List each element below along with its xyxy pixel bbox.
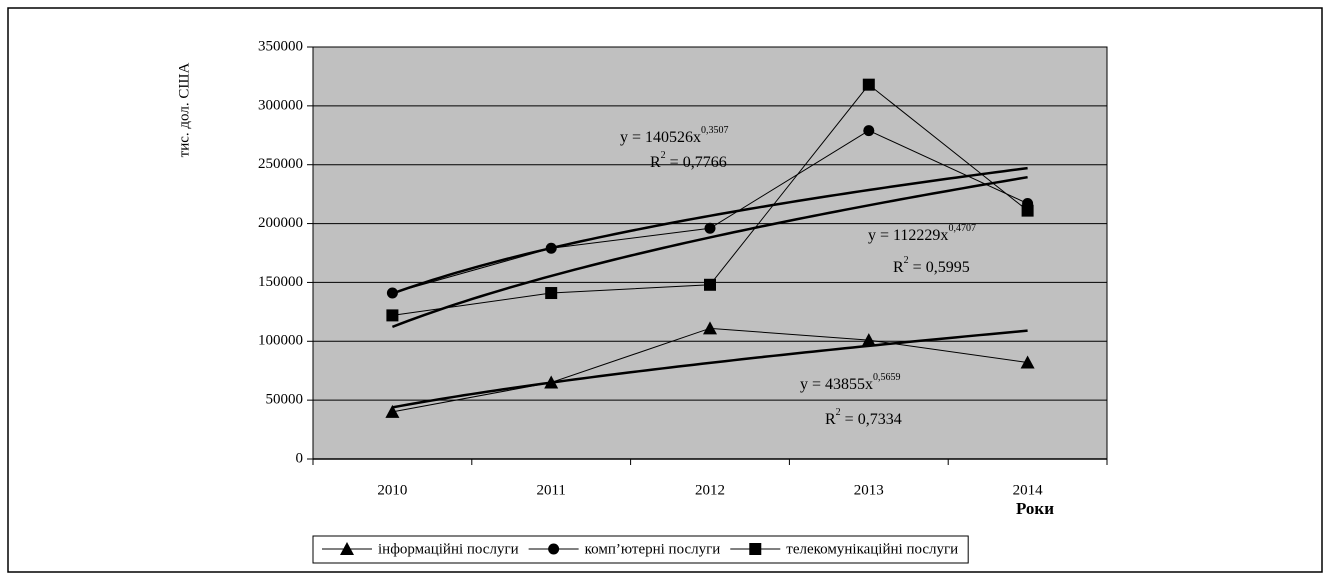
- equation-exponent: 0,3507: [701, 125, 729, 136]
- marker: [862, 78, 875, 91]
- trend-equation: y = 112229x0,4707: [868, 223, 976, 243]
- legend-label: інформаційні послуги: [378, 541, 519, 557]
- marker: [545, 287, 558, 300]
- legend: інформаційні послуги комп’ютерні послуги т…: [312, 535, 969, 564]
- marker: [861, 333, 876, 347]
- y-tick-label: 350000: [258, 38, 303, 54]
- r-letter: R: [893, 259, 904, 276]
- y-tick-label: 300000: [258, 97, 303, 113]
- marker: [386, 309, 399, 322]
- trendline: [391, 166, 1028, 295]
- marker: [749, 543, 762, 555]
- y-axis-label: тис. дол. США: [176, 63, 192, 158]
- trend-equation: y = 140526x0,3507: [620, 125, 729, 145]
- marker: [704, 222, 716, 234]
- trend-r-squared: R2 = 0,7334: [825, 407, 902, 427]
- marker: [548, 543, 560, 555]
- x-tick-label: 2011: [536, 482, 565, 498]
- equation-exponent: 0,4707: [948, 223, 976, 234]
- legend-label: телекомунікаційні послуги: [786, 541, 958, 557]
- y-tick-label: 150000: [258, 274, 303, 290]
- r-power: 2: [661, 150, 666, 161]
- marker: [704, 278, 716, 291]
- equation-exponent: 0,5659: [873, 372, 901, 383]
- marker: [545, 242, 557, 254]
- r-value: = 0,7766: [666, 154, 727, 171]
- trend-r-squared: R2 = 0,7766: [650, 150, 727, 170]
- marker: [1021, 204, 1034, 217]
- r-value: = 0,7334: [841, 411, 902, 428]
- r-letter: R: [825, 411, 836, 428]
- y-tick-label: 250000: [258, 156, 303, 172]
- x-axis-label: Роки: [1016, 499, 1054, 518]
- y-tick-label: 50000: [266, 392, 304, 408]
- trendline: [392, 329, 1028, 409]
- x-tick-label: 2012: [695, 482, 725, 498]
- r-letter: R: [650, 154, 661, 171]
- legend-label: комп’ютерні послуги: [585, 541, 721, 557]
- legend-box: [312, 535, 969, 564]
- equation-text: y = 43855x: [800, 376, 873, 393]
- equation-text: y = 140526x: [620, 129, 701, 146]
- marker: [340, 542, 354, 555]
- x-tick-label: 2014: [1013, 482, 1044, 498]
- r-power: 2: [836, 407, 841, 418]
- equation-text: y = 112229x: [868, 227, 948, 244]
- r-value: = 0,5995: [909, 259, 970, 276]
- marker: [385, 404, 400, 418]
- marker: [703, 321, 717, 335]
- marker: [1020, 355, 1035, 369]
- y-tick-label: 100000: [258, 333, 303, 349]
- r-power: 2: [904, 255, 909, 266]
- marker: [544, 375, 559, 389]
- y-tick-label: 200000: [258, 215, 303, 231]
- trendline: [391, 175, 1028, 329]
- trend-equation: y = 43855x0,5659: [800, 372, 901, 392]
- plot-area: [312, 46, 1108, 460]
- marker: [386, 287, 398, 299]
- trend-r-squared: R2 = 0,5995: [893, 255, 970, 275]
- y-tick-label: 0: [296, 450, 304, 466]
- marker: [863, 125, 875, 137]
- x-tick-label: 2013: [854, 482, 884, 498]
- x-tick-label: 2010: [377, 482, 407, 498]
